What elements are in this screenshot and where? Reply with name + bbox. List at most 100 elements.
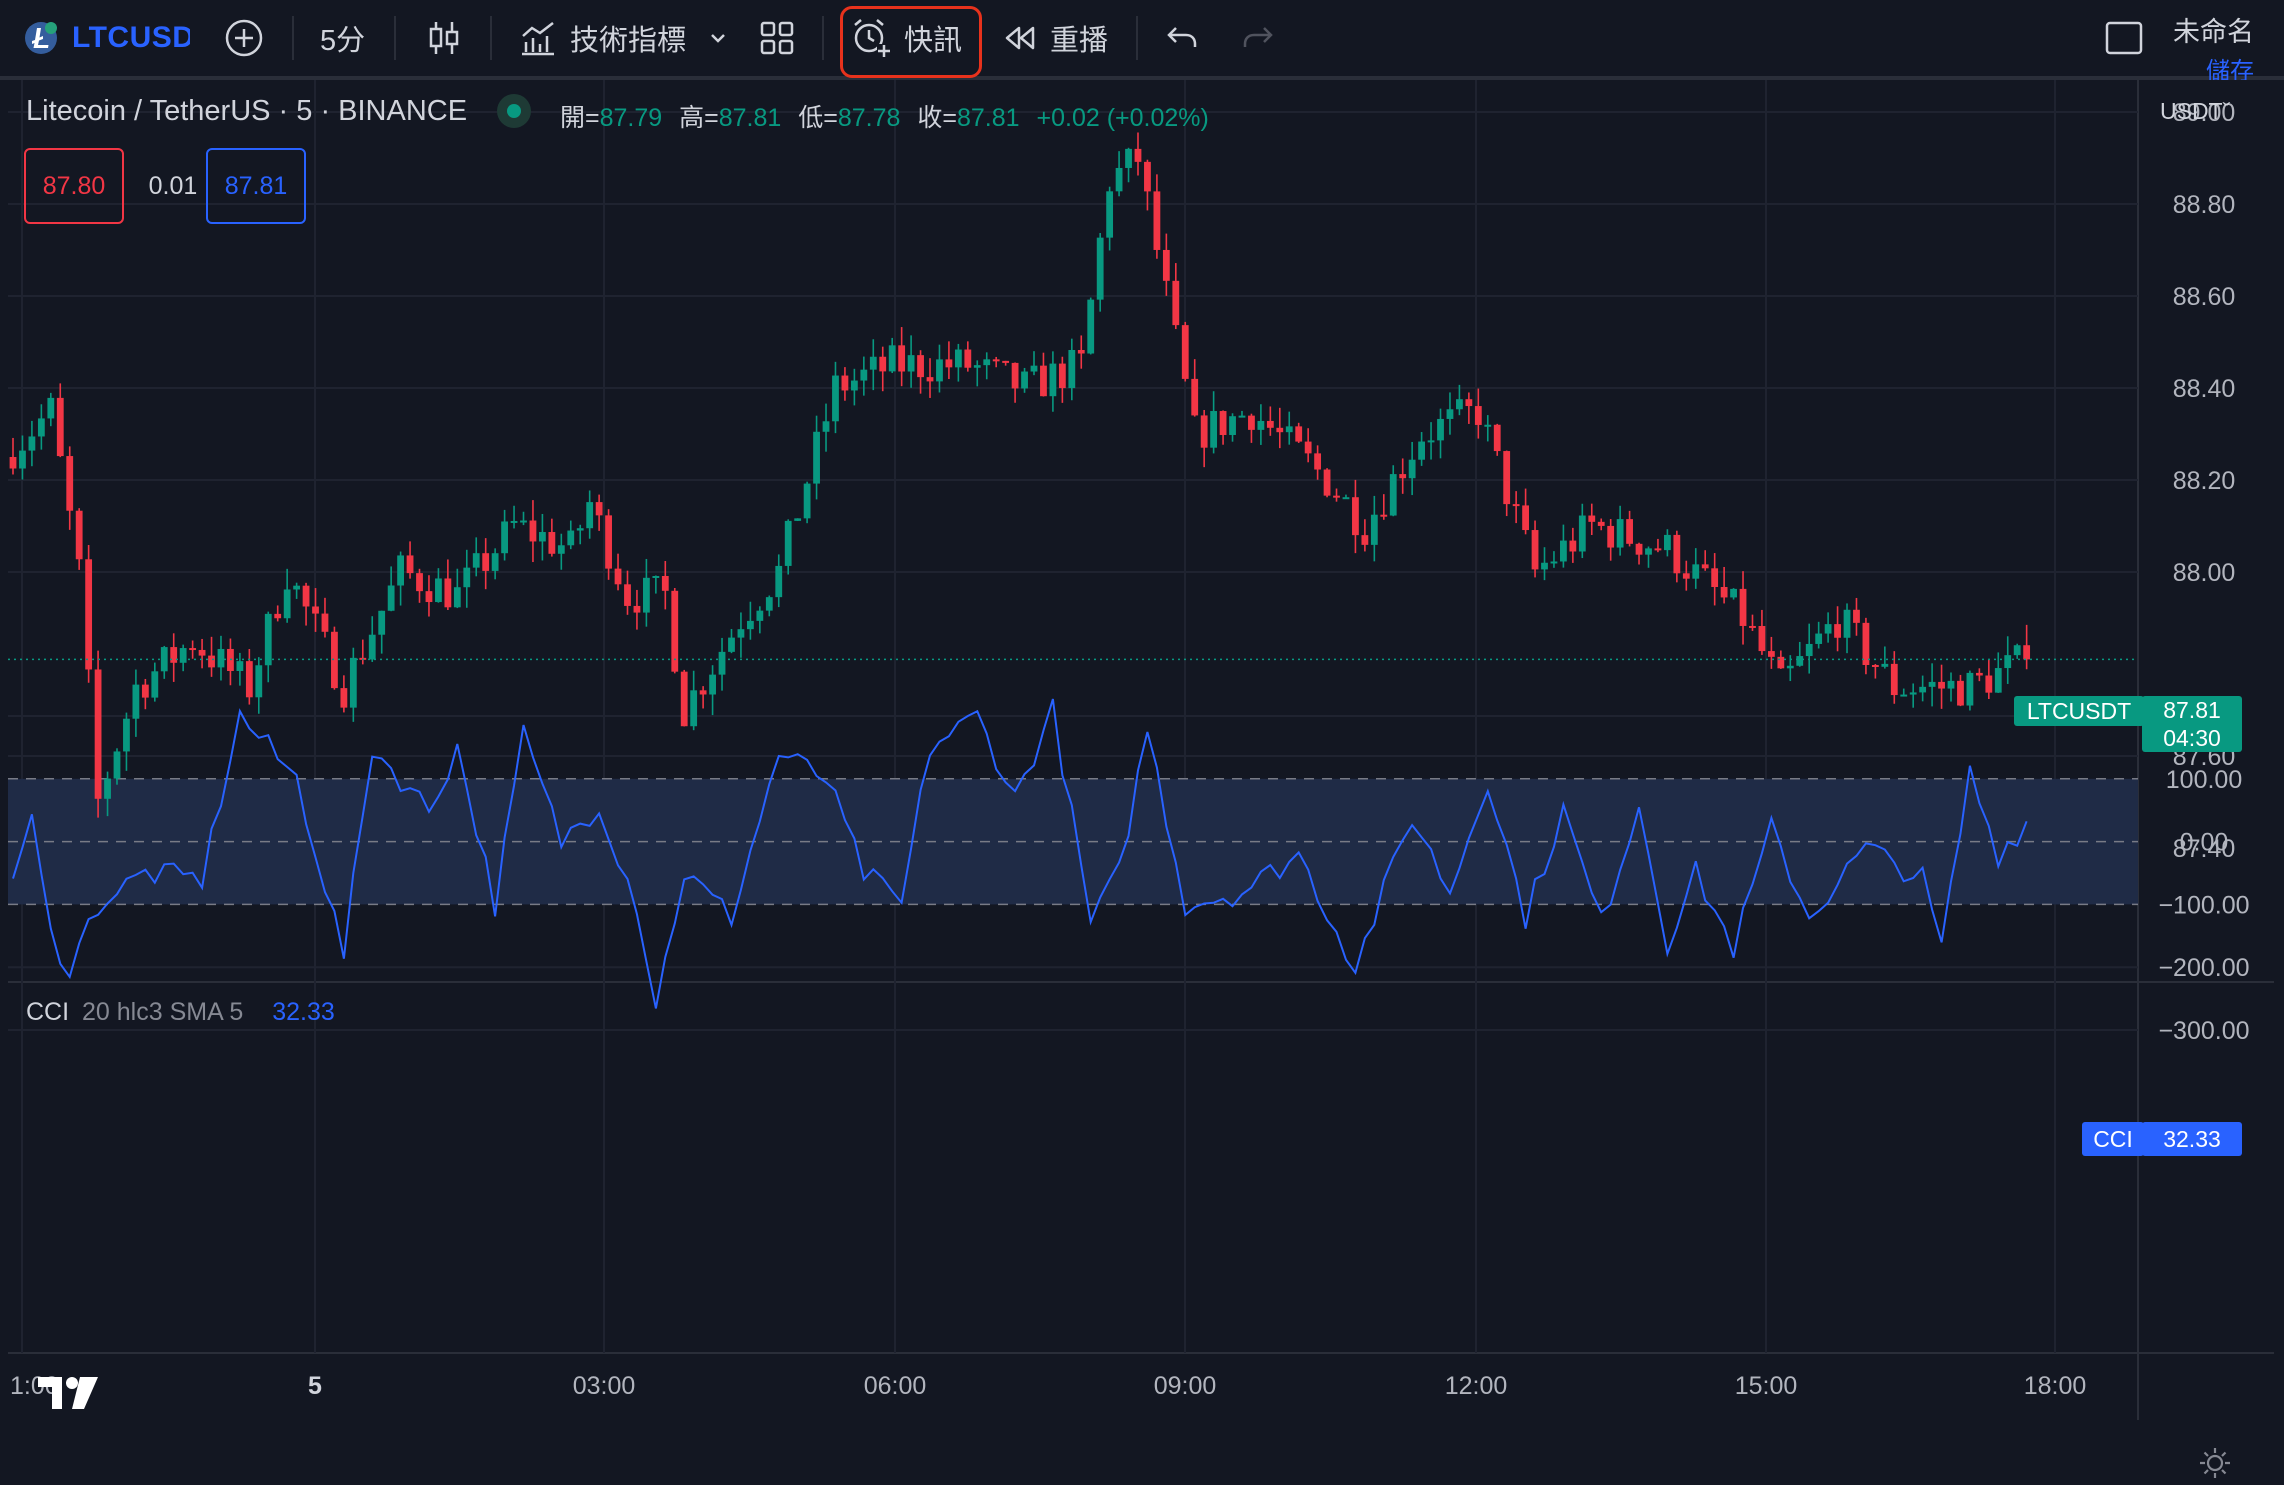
price-tick-label: 87.40 bbox=[2173, 835, 2236, 863]
sell-button[interactable]: 87.80 bbox=[24, 148, 124, 224]
candle-body-down bbox=[1134, 148, 1142, 162]
candle-body-up bbox=[539, 532, 546, 542]
candle-body-up bbox=[378, 610, 386, 635]
candle-body-up bbox=[576, 528, 584, 531]
chart-area[interactable]: 1:00 5 03:00 06:00 09:00 12:00 15:00 18:00 89.00… bbox=[8, 80, 2274, 1478]
candle-body-up bbox=[1550, 561, 1558, 564]
candle-body-up bbox=[1437, 418, 1444, 441]
low-value: 87.78 bbox=[837, 104, 901, 132]
price-tick-label: 88.80 bbox=[2173, 191, 2236, 219]
candle-body-down bbox=[1077, 349, 1085, 354]
candle-body-up bbox=[586, 502, 594, 529]
toolbar-divider bbox=[1136, 16, 1138, 60]
candle-body-up bbox=[1692, 564, 1700, 579]
time-tick-label: 12:00 bbox=[1445, 1372, 1508, 1400]
candle-body-down bbox=[1058, 363, 1066, 389]
ohlc-values: 開=87.79 高=87.81 低=87.78 收=87.81 +0.02 (+… bbox=[560, 98, 1219, 134]
candle-body-up bbox=[397, 555, 405, 586]
candle-body-down bbox=[898, 345, 906, 372]
alert-button[interactable]: 快訊 bbox=[850, 0, 962, 76]
candle-body-up bbox=[1238, 415, 1246, 418]
high-label: 高= bbox=[679, 104, 719, 132]
candle-body-up bbox=[690, 690, 698, 727]
candle-body-down bbox=[1295, 426, 1303, 442]
candle-body-down bbox=[1040, 365, 1047, 397]
chart-settings-button[interactable] bbox=[2198, 1446, 2232, 1485]
chart-type-button[interactable] bbox=[424, 0, 464, 76]
candle-body-up bbox=[1257, 420, 1265, 430]
candle-body-down bbox=[321, 613, 329, 632]
candle-body-up bbox=[1824, 624, 1832, 634]
candle-body-down bbox=[1767, 651, 1775, 657]
layout-name: 未命名 bbox=[2173, 17, 2254, 47]
candle-body-down bbox=[1957, 680, 1964, 706]
currency-selector[interactable]: USDTˇ bbox=[2160, 98, 2230, 125]
candle-body-up bbox=[1578, 515, 1586, 552]
candle-body-up bbox=[1560, 540, 1567, 562]
candle-body-up bbox=[1446, 409, 1454, 419]
indicator-templates-button[interactable] bbox=[706, 0, 730, 76]
top-toolbar: LTCUSDT 5分 技術指標 bbox=[0, 0, 2284, 85]
time-tick-label: 06:00 bbox=[864, 1372, 927, 1400]
replay-icon bbox=[1002, 20, 1038, 56]
candle-body-down bbox=[1758, 626, 1766, 652]
candle-body-up bbox=[113, 751, 121, 779]
candle-body-up bbox=[1786, 665, 1794, 669]
change-value: +0.02 (+0.02%) bbox=[1036, 104, 1209, 132]
candle-body-down bbox=[340, 688, 348, 708]
candle-body-down bbox=[1266, 420, 1274, 428]
layout-save-control[interactable]: 未命名 儲存 bbox=[2173, 10, 2254, 86]
candle-body-down bbox=[879, 356, 887, 372]
candle-body-up bbox=[179, 648, 187, 663]
last-price-tag: 87.81 04:30 bbox=[2142, 696, 2242, 752]
indicators-button[interactable]: 技術指標 bbox=[518, 0, 686, 76]
candle-body-down bbox=[1172, 280, 1180, 326]
candle-body-down bbox=[1985, 675, 1993, 693]
candle-body-down bbox=[945, 359, 953, 368]
price-tick-label: 88.60 bbox=[2173, 283, 2236, 311]
symbol-legend[interactable]: Litecoin / TetherUS · 5 · BINANCE bbox=[26, 94, 532, 128]
candle-body-down bbox=[482, 553, 490, 571]
cci-tick-label: −300.00 bbox=[2158, 1017, 2249, 1045]
tradingview-logo-icon[interactable] bbox=[36, 1375, 100, 1416]
candle-body-up bbox=[1843, 609, 1851, 638]
interval-label: 5分 bbox=[320, 25, 366, 57]
gear-icon bbox=[2198, 1448, 2232, 1484]
candle-body-down bbox=[1361, 535, 1369, 545]
fullscreen-button[interactable] bbox=[2104, 0, 2144, 76]
undo-button[interactable] bbox=[1164, 0, 1200, 76]
candle-body-up bbox=[1021, 371, 1028, 389]
candle-body-up bbox=[756, 610, 764, 621]
candle-body-down bbox=[661, 576, 669, 591]
cci-legend[interactable]: CCI 20 hlc3 SMA 5 32.33 bbox=[26, 998, 335, 1027]
buy-button[interactable]: 87.81 bbox=[206, 148, 306, 224]
replay-button[interactable]: 重播 bbox=[1002, 0, 1108, 76]
candle-body-up bbox=[123, 718, 130, 752]
undo-icon bbox=[1164, 20, 1200, 56]
indicators-label: 技術指標 bbox=[570, 25, 687, 57]
candle-body-down bbox=[699, 690, 707, 695]
add-circle-icon bbox=[224, 18, 264, 58]
candle-body-up bbox=[368, 634, 376, 660]
candle-body-up bbox=[832, 375, 839, 422]
candle-body-down bbox=[66, 456, 74, 511]
candle-body-up bbox=[236, 661, 244, 671]
bar-countdown: 04:30 bbox=[2163, 725, 2221, 751]
chart-canvas[interactable]: 1:00 5 03:00 06:00 09:00 12:00 15:00 18:0089.00… bbox=[8, 80, 2274, 1420]
candle-body-up bbox=[1049, 363, 1057, 397]
interval-button[interactable]: 5分 bbox=[320, 0, 365, 76]
candle-body-up bbox=[775, 565, 783, 598]
candle-body-down bbox=[1682, 573, 1690, 579]
candle-body-down bbox=[633, 605, 641, 613]
candle-body-down bbox=[1862, 622, 1870, 665]
candle-body-down bbox=[94, 669, 102, 799]
symbol-price-tag: LTCUSDT bbox=[2014, 696, 2144, 726]
layout-button[interactable] bbox=[758, 0, 796, 76]
candle-body-down bbox=[1834, 624, 1841, 638]
candle-body-up bbox=[472, 553, 480, 568]
compare-symbol-button[interactable] bbox=[224, 0, 264, 76]
redo-button[interactable] bbox=[1240, 0, 1276, 76]
symbol-search-button[interactable]: LTCUSDT bbox=[22, 0, 190, 76]
candle-body-down bbox=[1607, 525, 1615, 548]
candle-body-up bbox=[387, 585, 395, 611]
